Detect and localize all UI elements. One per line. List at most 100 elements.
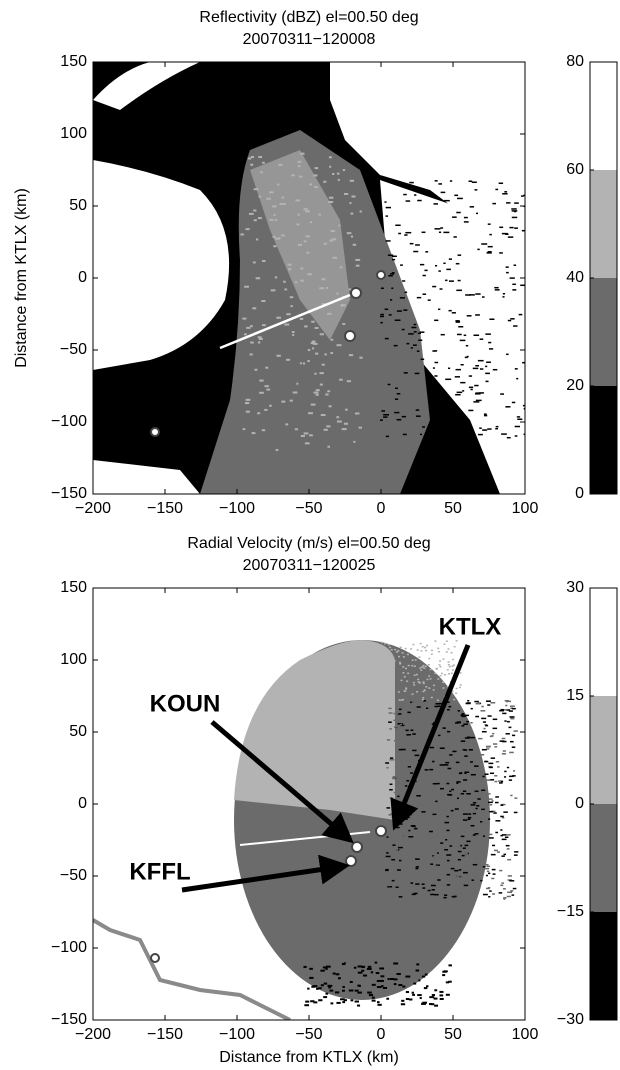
- speckle: [419, 667, 422, 669]
- speckle: [265, 366, 269, 369]
- speckle: [500, 834, 503, 837]
- speckle: [292, 334, 295, 337]
- speckle: [431, 810, 434, 813]
- speckle: [341, 989, 345, 992]
- speckle-region: [380, 180, 525, 494]
- speckle: [362, 974, 368, 977]
- speckle: [255, 238, 259, 241]
- speckle: [319, 287, 325, 290]
- speckle: [406, 342, 410, 345]
- speckle: [435, 864, 440, 866]
- speckle: [292, 391, 298, 394]
- speckle: [422, 293, 427, 295]
- speckle: [429, 828, 434, 831]
- speckle: [421, 666, 424, 668]
- speckle: [410, 729, 414, 731]
- speckle: [461, 725, 465, 727]
- colorbar-band: [590, 278, 617, 386]
- speckle: [482, 866, 486, 868]
- speckle: [462, 871, 468, 874]
- speckle: [403, 872, 406, 875]
- speckle: [442, 727, 446, 729]
- speckle: [511, 894, 515, 896]
- speckle: [425, 888, 429, 890]
- speckle: [318, 987, 322, 990]
- speckle: [523, 194, 525, 197]
- colorbar-tick-label: 80: [566, 53, 584, 70]
- speckle: [415, 811, 419, 814]
- speckle: [306, 251, 310, 254]
- speckle: [427, 299, 431, 301]
- speckle: [388, 898, 394, 900]
- speckle: [394, 648, 397, 651]
- speckle: [415, 415, 421, 417]
- speckle: [451, 401, 455, 404]
- speckle: [410, 826, 415, 829]
- speckle: [383, 663, 386, 665]
- speckle: [380, 665, 383, 668]
- speckle: [504, 776, 507, 778]
- speckle: [448, 280, 454, 282]
- speckle: [424, 879, 430, 881]
- speckle: [502, 888, 506, 890]
- speckle: [458, 885, 462, 888]
- speckle: [376, 979, 382, 982]
- speckle: [423, 700, 427, 702]
- speckle: [475, 807, 478, 810]
- speckle: [400, 1003, 406, 1006]
- speckle: [304, 325, 308, 328]
- speckle: [504, 770, 507, 773]
- speckle: [336, 420, 342, 423]
- speckle: [495, 820, 501, 822]
- speckle: [449, 790, 452, 792]
- speckle: [492, 202, 497, 205]
- speckle: [445, 279, 448, 282]
- clear-region: [330, 62, 525, 300]
- speckle: [426, 985, 429, 988]
- speckle: [479, 821, 483, 823]
- speckle: [423, 689, 426, 691]
- speckle: [509, 716, 514, 718]
- colorbar-tick-label: −15: [557, 903, 584, 920]
- speckle: [352, 243, 357, 246]
- speckle: [299, 362, 302, 365]
- speckle: [421, 231, 426, 234]
- speckle: [300, 152, 305, 155]
- speckle: [438, 836, 442, 839]
- speckle: [440, 842, 444, 844]
- speckle: [407, 766, 411, 768]
- speckle: [393, 870, 399, 872]
- speckle: [500, 780, 504, 783]
- speckle: [414, 781, 418, 784]
- speckle: [250, 163, 254, 166]
- speckle: [405, 231, 412, 234]
- speckle: [397, 650, 400, 652]
- speckle: [400, 699, 403, 701]
- speckle: [485, 874, 488, 877]
- speckle: [346, 232, 352, 235]
- speckle: [250, 341, 254, 344]
- speckle: [431, 884, 436, 887]
- speckle: [420, 845, 424, 847]
- speckle: [508, 726, 512, 729]
- speckle: [405, 687, 408, 689]
- radar-site: [375, 825, 387, 837]
- beam-line: [219, 293, 351, 350]
- speckle: [385, 206, 392, 209]
- speckle: [406, 680, 409, 682]
- speckle: [498, 892, 503, 894]
- speckle: [468, 409, 474, 412]
- speckle: [416, 886, 421, 888]
- speckle: [485, 867, 490, 870]
- speckle: [475, 715, 480, 718]
- speckle: [340, 998, 345, 1001]
- speckle: [451, 788, 455, 791]
- speckle: [430, 1003, 435, 1006]
- speckle: [462, 790, 467, 793]
- speckle: [437, 647, 440, 650]
- x-tick-label: −150: [147, 500, 183, 517]
- speckle: [510, 717, 515, 720]
- x-tick-label: −50: [295, 1026, 322, 1043]
- speckle: [459, 849, 463, 851]
- speckle: [467, 762, 472, 765]
